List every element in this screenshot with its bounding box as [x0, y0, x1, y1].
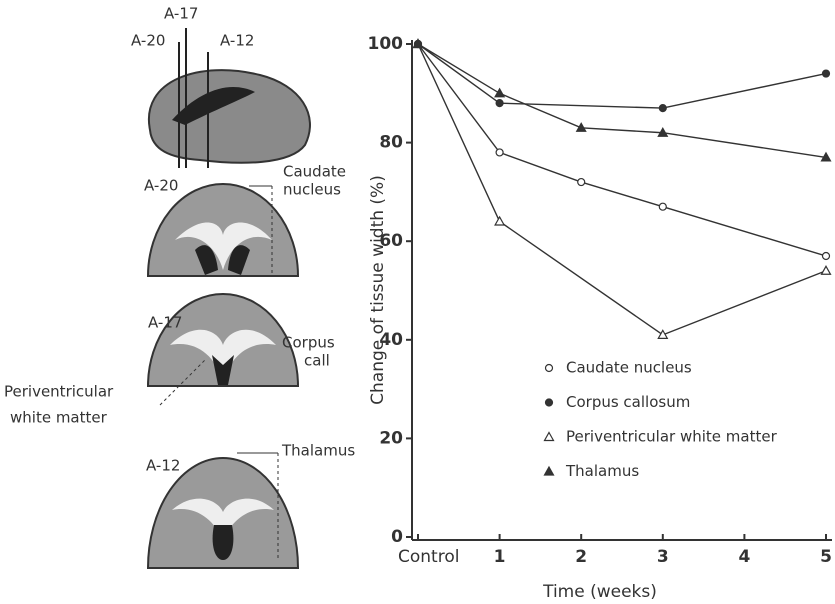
y-tick-label: 80: [379, 133, 403, 153]
label: Thalamus: [281, 442, 355, 460]
label: A-17: [148, 314, 182, 332]
legend-label: Periventricular white matter: [566, 428, 778, 446]
label: Caudate: [283, 163, 346, 181]
legend-marker: [546, 365, 553, 372]
legend-marker: [545, 467, 554, 475]
y-tick-label: 20: [379, 428, 403, 448]
y-tick-label: 0: [391, 527, 403, 547]
series-line: [418, 44, 826, 256]
series-line: [418, 44, 826, 108]
label: nucleus: [283, 181, 341, 199]
x-tick-label: Control: [398, 547, 459, 567]
x-tick-label: 1: [494, 547, 506, 567]
marker: [495, 89, 504, 97]
marker: [659, 105, 666, 112]
y-tick-label: 100: [368, 34, 404, 54]
y-tick-label: 40: [379, 330, 403, 350]
x-tick-label: 3: [657, 547, 669, 567]
y-axis-title: Change of tissue width (%): [368, 175, 388, 405]
legend-marker: [546, 399, 553, 406]
section-a20: A-20 Caudate nucleus: [144, 163, 346, 277]
marker: [659, 203, 666, 210]
x-tick-label: 2: [575, 547, 587, 567]
label: Periventricular: [4, 383, 114, 401]
marker: [822, 266, 831, 274]
label: call: [304, 352, 330, 370]
label: A-12: [146, 457, 180, 475]
marker: [496, 100, 503, 107]
section-a17: A-17 Corpus call Periventricular white m…: [4, 294, 335, 427]
label: A-17: [164, 5, 198, 23]
marker: [495, 217, 504, 225]
marker: [823, 70, 830, 77]
sagittal-diagram: A-17 A-20 A-12: [131, 5, 310, 169]
label: A-12: [220, 32, 254, 50]
legend-label: Caudate nucleus: [566, 359, 692, 377]
series-line: [418, 44, 826, 157]
x-tick-label: 4: [738, 547, 750, 567]
legend-label: Thalamus: [565, 462, 639, 480]
legend-marker: [545, 433, 554, 441]
label: white matter: [10, 409, 108, 427]
legend-label: Corpus callosum: [566, 393, 690, 411]
x-axis-title: Time (weeks): [542, 582, 657, 602]
y-tick-label: 60: [379, 231, 403, 251]
page: A-17 A-20 A-12 A-20 Caudate nucleus A-17…: [0, 0, 835, 604]
figure: A-17 A-20 A-12 A-20 Caudate nucleus A-17…: [0, 0, 835, 604]
marker: [578, 179, 585, 186]
marker: [496, 149, 503, 156]
label: A-20: [144, 177, 178, 195]
section-a12: A-12 Thalamus: [146, 442, 355, 569]
x-tick-label: 5: [820, 547, 832, 567]
label: Corpus: [282, 334, 335, 352]
label: A-20: [131, 32, 165, 50]
marker: [823, 252, 830, 259]
